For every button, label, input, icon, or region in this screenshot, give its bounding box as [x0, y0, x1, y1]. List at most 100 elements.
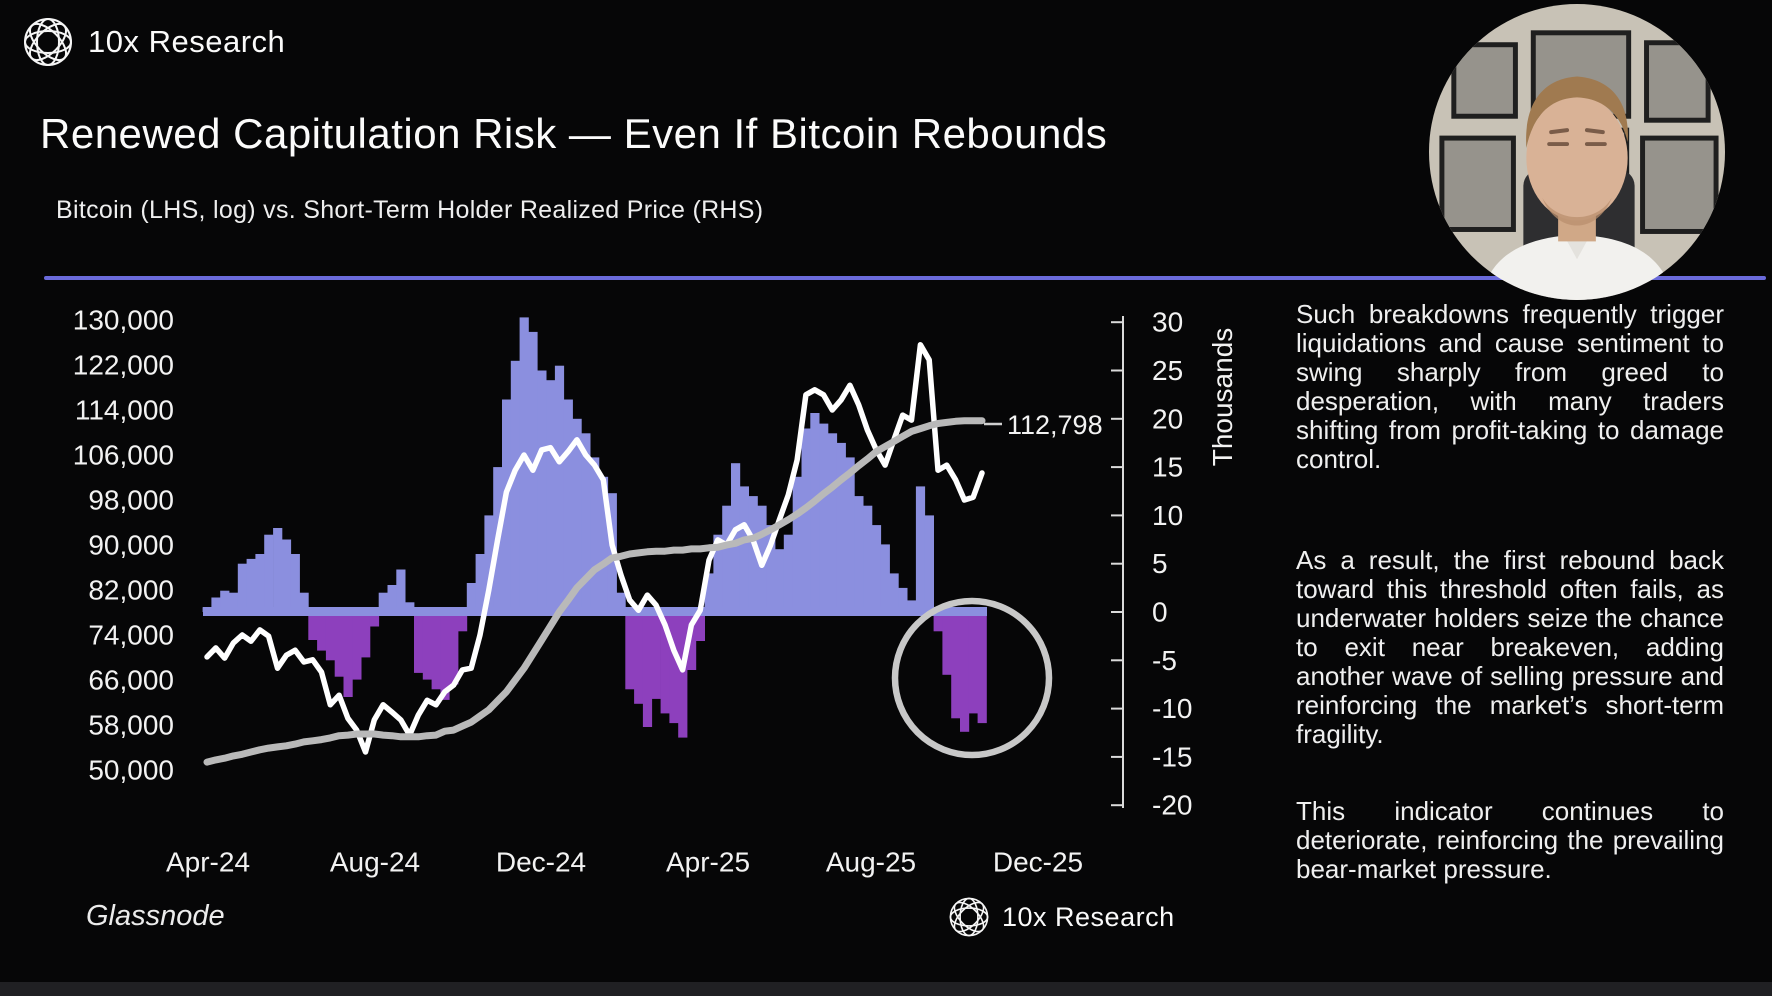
- spread-bar: [325, 612, 336, 661]
- left-axis-tick-label: 114,000: [75, 395, 174, 426]
- spread-bar: [695, 612, 705, 641]
- spread-bar: [255, 554, 265, 612]
- spread-bar: [915, 486, 926, 612]
- zero-baseline-strip: [203, 607, 987, 616]
- spread-bar: [334, 612, 344, 677]
- x-axis-tick-label: Dec-25: [993, 847, 1083, 878]
- spread-bar: [317, 612, 327, 651]
- spread-bar: [836, 442, 846, 612]
- right-axis-tick-label: 20: [1152, 403, 1183, 434]
- shirt: [1479, 234, 1675, 301]
- spread-bar: [977, 612, 987, 724]
- right-axis-tick-label: 10: [1152, 500, 1183, 531]
- spread-bar: [678, 612, 688, 738]
- x-axis-tick-label: Dec-24: [496, 847, 586, 878]
- spread-bar: [352, 612, 362, 680]
- highlight-circle: [891, 597, 1053, 759]
- brand-name: 10x Research: [1002, 901, 1175, 932]
- spread-bar: [246, 558, 256, 612]
- presenter-figure: [1479, 76, 1675, 301]
- spread-bar: [449, 612, 459, 685]
- spread-bar: [519, 317, 529, 612]
- spread-bar: [343, 612, 353, 697]
- page-title: Renewed Capitulation Risk — Even If Bitc…: [40, 110, 1108, 157]
- spread-bar: [290, 554, 300, 612]
- right-axis-tick-label: -15: [1152, 741, 1192, 772]
- spread-bar: [748, 496, 758, 612]
- x-axis-labels: Apr-24 Aug-24 Dec-24 Apr-25 Aug-25 Dec-25: [166, 847, 1083, 878]
- right-axis-tick-label: 15: [1152, 452, 1183, 483]
- right-axis-tick-label: 5: [1152, 548, 1168, 579]
- spread-bar: [590, 457, 600, 612]
- spread-bar: [396, 569, 406, 612]
- right-axis-title: Thousands: [1207, 328, 1238, 467]
- spread-bar: [766, 525, 776, 612]
- spread-bar: [960, 612, 970, 732]
- spread-bar: [625, 612, 635, 690]
- x-axis-tick-label: Apr-25: [666, 847, 750, 878]
- spread-bar: [572, 418, 582, 612]
- globe-lattice-icon: [24, 18, 72, 66]
- commentary-paragraph-2: As a result, the first rebound back towa…: [1296, 545, 1724, 749]
- spread-bar: [651, 612, 661, 699]
- left-axis-tick-label: 66,000: [88, 665, 174, 696]
- spread-bar: [458, 612, 468, 632]
- brand-name: 10x Research: [88, 24, 286, 59]
- spread-bars-series: [202, 317, 987, 738]
- left-axis-tick-label: 106,000: [73, 440, 174, 471]
- spread-bar: [660, 612, 670, 714]
- shirt-collar: [1565, 237, 1589, 260]
- right-axis-tick-label: 30: [1152, 307, 1183, 338]
- spread-bar: [907, 600, 917, 612]
- left-axis-tick-label: 130,000: [73, 305, 174, 336]
- x-axis-tick-label: Aug-24: [330, 847, 420, 878]
- spread-bar: [845, 457, 855, 612]
- spread-bar: [810, 413, 820, 612]
- bottom-bar: [0, 982, 1772, 996]
- spread-bar: [537, 370, 547, 612]
- spread-bar: [581, 433, 591, 612]
- spread-bar: [414, 612, 424, 673]
- left-axis-tick-label: 50,000: [88, 755, 174, 786]
- sth-value-annotation: 112,798: [1007, 410, 1103, 440]
- brand-footer: 10x Research: [948, 896, 1175, 938]
- spread-bar: [616, 592, 626, 612]
- spread-bar: [211, 597, 221, 612]
- left-axis-tick-label: 90,000: [88, 530, 174, 561]
- spread-bar: [546, 380, 556, 612]
- spread-bar: [510, 360, 520, 612]
- spread-bar: [422, 612, 432, 680]
- spread-bar: [361, 612, 371, 658]
- commentary-paragraph-1: Such breakdowns frequently trigger liqui…: [1296, 299, 1724, 474]
- spread-bar: [669, 612, 679, 724]
- globe-lattice-icon: [949, 897, 989, 937]
- spread-bar: [854, 496, 864, 612]
- spread-bar: [378, 592, 388, 612]
- spread-bar: [722, 505, 732, 612]
- spread-bar: [220, 590, 230, 612]
- spread-bar: [942, 612, 952, 675]
- spread-bar: [968, 612, 978, 714]
- spread-bar: [880, 544, 890, 612]
- left-axis-tick-label: 82,000: [88, 575, 174, 606]
- spread-bar: [563, 399, 573, 612]
- spread-bar: [871, 525, 882, 612]
- spread-bar: [713, 534, 723, 612]
- spread-bar: [308, 612, 318, 640]
- spread-bar: [704, 573, 714, 612]
- spread-bar: [863, 505, 873, 612]
- spread-bar: [687, 612, 697, 670]
- spread-bar: [889, 573, 899, 612]
- spread-bar: [827, 433, 838, 612]
- bitcoin-price-line: [204, 342, 985, 755]
- left-axis-tick-label: 98,000: [88, 485, 174, 516]
- right-axis-tick-label: -20: [1152, 790, 1192, 821]
- x-axis-tick-label: Apr-24: [166, 847, 250, 878]
- sth-realized-price-line: [203, 417, 986, 766]
- spread-bar: [273, 528, 283, 612]
- spread-bar: [475, 554, 485, 612]
- spread-bar: [924, 515, 934, 612]
- spread-bar: [783, 534, 793, 612]
